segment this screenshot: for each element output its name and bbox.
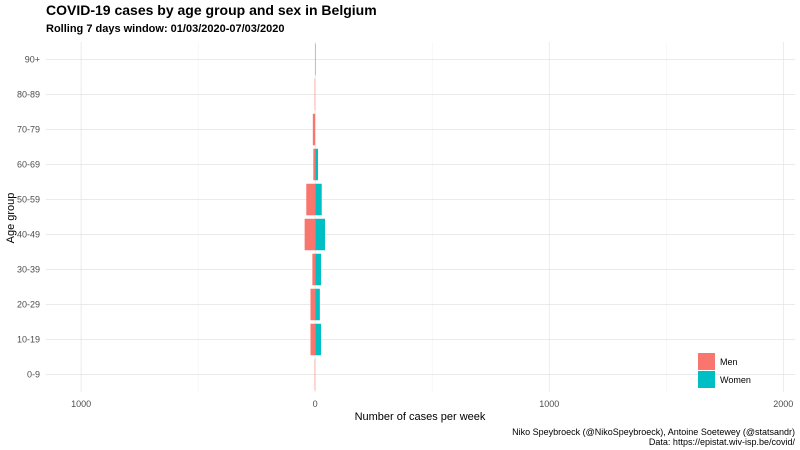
bar-men-30-39 <box>312 253 316 286</box>
bar-women-60-69 <box>315 148 318 181</box>
y-tick-label: 60-69 <box>17 160 40 170</box>
bar-men-70-79 <box>312 113 316 146</box>
bar-women-40-49 <box>315 218 326 251</box>
y-axis-title: Age group <box>5 193 17 244</box>
chart-title: COVID-19 cases by age group and sex in B… <box>46 2 377 18</box>
x-axis-title: Number of cases per week <box>355 411 486 423</box>
legend: Men Women <box>698 353 751 388</box>
bar-women-10-19 <box>315 323 322 356</box>
bars <box>304 43 326 391</box>
chart-subtitle: Rolling 7 days window: 01/03/2020-07/03/… <box>46 23 284 35</box>
bar-women-30-39 <box>315 253 322 286</box>
y-tick-label: 50-59 <box>17 195 40 205</box>
x-tick-label: 1000 <box>539 399 559 409</box>
bar-men-20-29 <box>310 288 316 321</box>
y-tick-label: 80-89 <box>17 90 40 100</box>
y-tick-label: 40-49 <box>17 230 40 240</box>
legend-label-men: Men <box>720 357 738 367</box>
legend-swatch-men <box>698 353 715 370</box>
legend-label-women: Women <box>720 375 751 385</box>
bar-men-50-59 <box>306 183 316 216</box>
bar-men-40-49 <box>304 218 316 251</box>
y-tick-label: 30-39 <box>17 265 40 275</box>
legend-swatch-women <box>698 371 715 388</box>
caption-authors: Niko Speybroeck (@NikoSpeybroeck), Antoi… <box>512 427 795 437</box>
bar-women-50-59 <box>315 183 322 216</box>
x-axis-ticks: 1000 0 1000 2000 <box>71 399 793 409</box>
gridlines <box>46 42 795 392</box>
y-tick-label: 90+ <box>25 55 40 65</box>
y-tick-label: 0-9 <box>27 370 40 380</box>
x-tick-label: 0 <box>313 399 318 409</box>
bar-men-60-69 <box>313 148 316 181</box>
x-tick-label: 1000 <box>71 399 91 409</box>
bar-men-10-19 <box>310 323 316 356</box>
y-tick-label: 20-29 <box>17 300 40 310</box>
caption-source: Data: https://epistat.wiv-isp.be/covid/ <box>649 437 796 447</box>
y-tick-label: 70-79 <box>17 125 40 135</box>
y-tick-label: 10-19 <box>17 335 40 345</box>
x-tick-label: 2000 <box>773 399 793 409</box>
bar-women-20-29 <box>315 288 320 321</box>
y-axis-ticks: 0-9 10-19 20-29 30-39 40-49 50-59 60-69 70-79 80… <box>17 55 40 380</box>
